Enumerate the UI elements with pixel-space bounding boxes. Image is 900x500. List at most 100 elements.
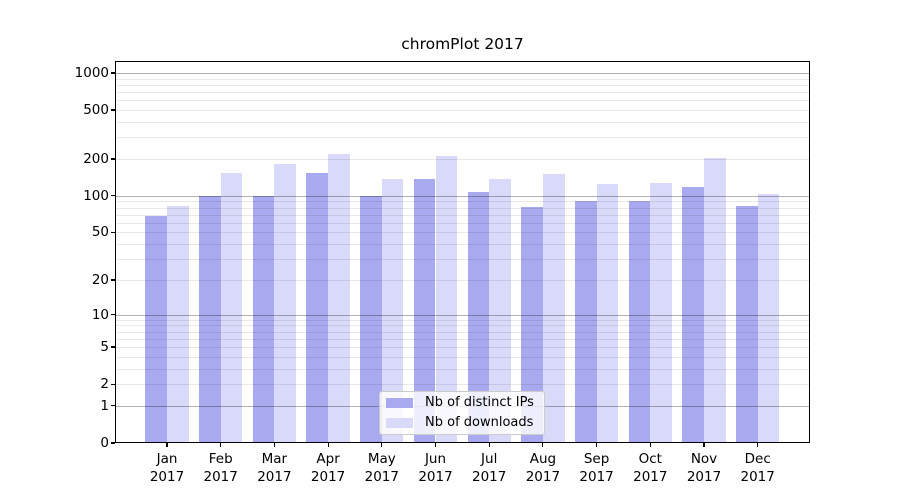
x-axis-tick-label: Oct 2017 [633, 451, 668, 485]
x-axis-tick [166, 443, 168, 447]
minor-gridline [116, 84, 809, 86]
minor-gridline [116, 222, 809, 224]
bar-downloads [650, 183, 672, 443]
bar-distinct-ips [628, 201, 651, 443]
y-axis-tick [111, 313, 115, 316]
legend-swatch-downloads [386, 418, 413, 428]
y-axis-tick [111, 442, 115, 444]
x-axis-tick [381, 443, 383, 447]
x-axis-tick [703, 443, 705, 447]
x-axis-tick-label: May 2017 [364, 451, 399, 485]
bar-distinct-ips [145, 216, 167, 443]
y-axis-tick-label: 5 [100, 339, 109, 356]
minor-gridline [116, 100, 809, 102]
x-axis-tick-label: Mar 2017 [257, 451, 292, 485]
bar-downloads [381, 178, 404, 443]
chart-title: chromPlot 2017 [401, 35, 524, 53]
x-axis-tick-label: Jul 2017 [472, 451, 507, 485]
x-axis-tick [434, 443, 437, 447]
y-axis-tick-label: 10 [91, 306, 109, 323]
y-axis-tick [111, 195, 115, 197]
minor-gridline [116, 110, 809, 112]
x-axis-tick-label: Jan 2017 [149, 451, 185, 485]
minor-gridline [116, 338, 809, 340]
minor-gridline [116, 201, 809, 203]
bar-distinct-ips [736, 206, 758, 443]
y-axis-tick-label: 1 [100, 397, 109, 414]
y-axis-tick-label: 0 [100, 435, 109, 451]
bar-distinct-ips [521, 206, 543, 443]
bar-downloads [328, 153, 350, 443]
minor-gridline [116, 279, 809, 281]
x-axis-tick-label: Jun 2017 [418, 451, 453, 485]
minor-gridline [116, 137, 809, 139]
legend-label-distinct-ips: Nb of distinct IPs [425, 395, 534, 410]
bar-downloads [704, 157, 726, 443]
x-axis-tick-label: Apr 2017 [310, 451, 346, 485]
minor-gridline [116, 319, 809, 321]
legend-entry-downloads: Nb of downloads [386, 415, 538, 431]
x-axis-tick [649, 443, 651, 447]
legend: Nb of distinct IPs Nb of downloads [379, 391, 545, 435]
minor-gridline [116, 244, 809, 246]
bar-downloads [757, 194, 780, 443]
y-axis-tick [111, 279, 115, 281]
minor-gridline [116, 259, 809, 261]
bar-downloads [542, 174, 565, 443]
bar-distinct-ips [252, 195, 275, 443]
x-axis-tick-label: Aug 2017 [525, 451, 561, 485]
minor-gridline [116, 356, 809, 358]
bar-distinct-ips [360, 195, 382, 443]
x-axis-tick [757, 443, 759, 447]
y-axis-tick-label: 20 [91, 271, 109, 288]
major-gridline [116, 314, 809, 316]
x-axis-tick [488, 443, 490, 447]
bar-distinct-ips [306, 173, 329, 443]
bar-downloads [274, 163, 297, 443]
bar-distinct-ips [199, 195, 221, 443]
minor-gridline [116, 368, 809, 370]
bar-downloads [220, 172, 243, 443]
minor-gridline [116, 207, 809, 209]
minor-gridline [116, 384, 809, 386]
legend-label-downloads: Nb of downloads [425, 415, 534, 430]
bar-downloads [489, 178, 511, 443]
minor-gridline [116, 325, 809, 327]
y-axis-tick-label: 100 [83, 187, 109, 204]
y-axis-tick [111, 72, 115, 74]
bar-downloads [167, 205, 189, 443]
y-axis-tick-label: 500 [83, 102, 109, 119]
x-axis-tick-label: Sep 2017 [579, 451, 614, 485]
x-axis-tick-label: Nov 2017 [686, 451, 722, 485]
y-axis-tick [111, 109, 115, 111]
bar-distinct-ips [467, 192, 490, 443]
minor-gridline [116, 331, 809, 333]
y-axis-tick [111, 346, 115, 348]
minor-gridline [116, 92, 809, 94]
x-axis-tick [273, 443, 275, 447]
x-axis-tick-label: Dec 2017 [740, 451, 775, 485]
major-gridline [116, 195, 809, 197]
minor-gridline [116, 78, 809, 80]
bar-downloads [596, 183, 619, 443]
minor-gridline [116, 121, 809, 123]
x-axis-tick [220, 443, 222, 447]
x-axis-tick [327, 443, 329, 447]
x-axis-tick [596, 443, 598, 447]
y-axis-tick [111, 231, 115, 233]
y-axis-tick-label: 1000 [74, 64, 109, 81]
y-axis-tick-label: 50 [91, 224, 109, 241]
y-axis-tick-label: 200 [83, 150, 109, 167]
y-axis-tick-label: 2 [100, 376, 109, 393]
legend-entry-distinct-ips: Nb of distinct IPs [386, 395, 538, 411]
minor-gridline [116, 214, 809, 216]
bar-distinct-ips [413, 179, 436, 443]
y-axis-tick [111, 405, 115, 407]
legend-swatch-distinct-ips [386, 398, 413, 408]
x-axis-tick [542, 443, 544, 447]
y-axis-tick [111, 158, 115, 160]
minor-gridline [116, 347, 809, 349]
x-axis-tick-label: Feb 2017 [203, 451, 238, 485]
bar-distinct-ips [574, 200, 597, 443]
